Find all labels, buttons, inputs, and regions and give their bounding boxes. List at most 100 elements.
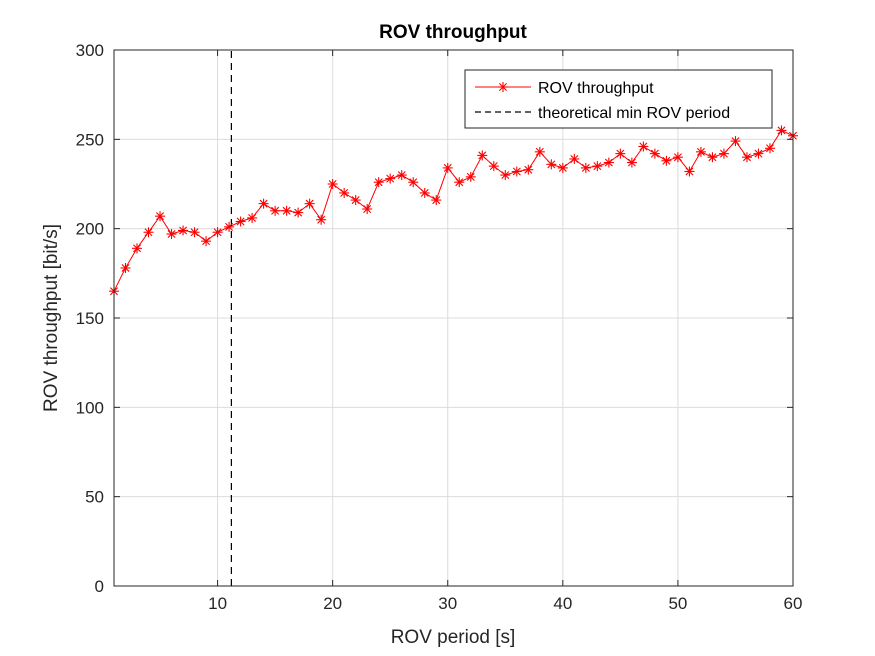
asterisk-stroke [282, 206, 291, 215]
x-tick-label: 50 [668, 594, 687, 613]
asterisk-stroke [742, 153, 751, 162]
data-point-rov-throughput [373, 177, 384, 188]
data-point-rov-throughput [155, 211, 166, 222]
data-point-rov-throughput [431, 195, 442, 206]
asterisk-stroke [777, 126, 786, 135]
data-point-rov-throughput [477, 150, 488, 161]
y-tick-label: 200 [76, 220, 104, 239]
data-point-rov-throughput [454, 177, 465, 188]
asterisk-stroke [478, 151, 487, 160]
data-point-rov-throughput [523, 164, 534, 175]
asterisk-stroke [202, 237, 211, 246]
asterisk-stroke [409, 178, 418, 187]
asterisk-stroke [765, 144, 774, 153]
data-point-rov-throughput [500, 170, 511, 181]
data-point-rov-throughput [626, 157, 637, 168]
asterisk-stroke [512, 167, 521, 176]
data-point-rov-throughput [546, 159, 557, 170]
data-point-rov-throughput [776, 125, 787, 136]
asterisk-stroke [386, 174, 395, 183]
asterisk-stroke [696, 147, 705, 156]
legend-label-theoretical-min: theoretical min ROV period [538, 105, 730, 122]
data-point-rov-throughput [730, 136, 741, 147]
data-point-rov-throughput [615, 148, 626, 159]
data-point-rov-throughput [603, 157, 614, 168]
data-point-rov-throughput [120, 262, 131, 273]
data-point-rov-throughput [638, 141, 649, 152]
y-tick-label: 50 [85, 488, 104, 507]
chart-title: ROV throughput [379, 22, 527, 43]
data-point-rov-throughput [281, 205, 292, 216]
data-point-rov-throughput [270, 205, 281, 216]
x-tick-label: 60 [784, 594, 803, 613]
y-axis-title: ROV throughput [bit/s] [41, 224, 62, 412]
asterisk-stroke [547, 160, 556, 169]
asterisk-stroke [604, 158, 613, 167]
data-point-rov-throughput [212, 227, 223, 238]
data-point-rov-throughput [465, 171, 476, 182]
data-point-rov-throughput [143, 227, 154, 238]
asterisk-stroke [317, 215, 326, 224]
data-point-rov-throughput [649, 148, 660, 159]
asterisk-stroke [524, 165, 533, 174]
data-point-rov-throughput [132, 243, 143, 254]
asterisk-stroke [397, 171, 406, 180]
asterisk-stroke [501, 171, 510, 180]
asterisk-stroke [455, 178, 464, 187]
data-point-rov-throughput [511, 166, 522, 177]
asterisk-stroke [499, 83, 507, 91]
asterisk-stroke [328, 180, 337, 188]
data-point-rov-throughput [247, 212, 258, 223]
asterisk-stroke [156, 212, 165, 221]
asterisk-stroke [443, 163, 452, 172]
data-point-rov-throughput [178, 225, 189, 236]
data-point-rov-throughput [718, 148, 729, 159]
y-tick-label: 100 [76, 398, 104, 417]
asterisk-stroke [213, 228, 222, 237]
data-point-rov-throughput [316, 214, 327, 225]
asterisk-stroke [535, 147, 544, 156]
data-point-rov-throughput [385, 173, 396, 184]
data-point-rov-throughput [695, 146, 706, 157]
grid [114, 49, 794, 587]
data-point-rov-throughput [534, 146, 545, 157]
legend: ROV throughput theoretical min ROV perio… [464, 69, 773, 129]
asterisk-stroke [179, 226, 188, 235]
data-point-rov-throughput [166, 229, 177, 240]
asterisk-stroke [650, 149, 659, 158]
asterisk-stroke [639, 142, 648, 151]
asterisk-stroke [144, 228, 153, 237]
asterisk-stroke [225, 222, 234, 231]
asterisk-stroke [236, 217, 245, 226]
data-point-rov-throughput [339, 187, 350, 198]
data-point-rov-throughput [672, 152, 683, 163]
data-point-rov-throughput [661, 155, 672, 166]
asterisk-stroke [593, 162, 602, 171]
asterisk-stroke [259, 199, 268, 208]
asterisk-stroke [294, 208, 303, 217]
x-tick-label: 20 [323, 594, 342, 613]
data-point-rov-throughput [764, 143, 775, 154]
legend-marker-asterisk [498, 82, 508, 92]
data-point-rov-throughput [408, 177, 419, 188]
data-point-rov-throughput [569, 153, 580, 164]
y-tick-label: 300 [76, 41, 104, 60]
asterisk-stroke [420, 188, 429, 197]
series-markers [109, 125, 798, 297]
y-tick-label: 250 [76, 130, 104, 149]
data-point-rov-throughput [189, 227, 200, 238]
data-point-rov-throughput [741, 152, 752, 163]
legend-asterisk [498, 82, 508, 92]
asterisk-stroke [133, 244, 142, 253]
data-point-rov-throughput [580, 162, 591, 173]
x-tick-label: 40 [553, 594, 572, 613]
asterisk-stroke [719, 149, 728, 158]
asterisk-stroke [754, 149, 763, 158]
data-point-rov-throughput [396, 170, 407, 181]
asterisk-stroke [351, 196, 360, 205]
asterisk-stroke [466, 172, 475, 181]
data-point-rov-throughput [419, 187, 430, 198]
data-point-rov-throughput [327, 179, 338, 189]
data-point-rov-throughput [293, 207, 304, 218]
asterisk-stroke [673, 153, 682, 162]
